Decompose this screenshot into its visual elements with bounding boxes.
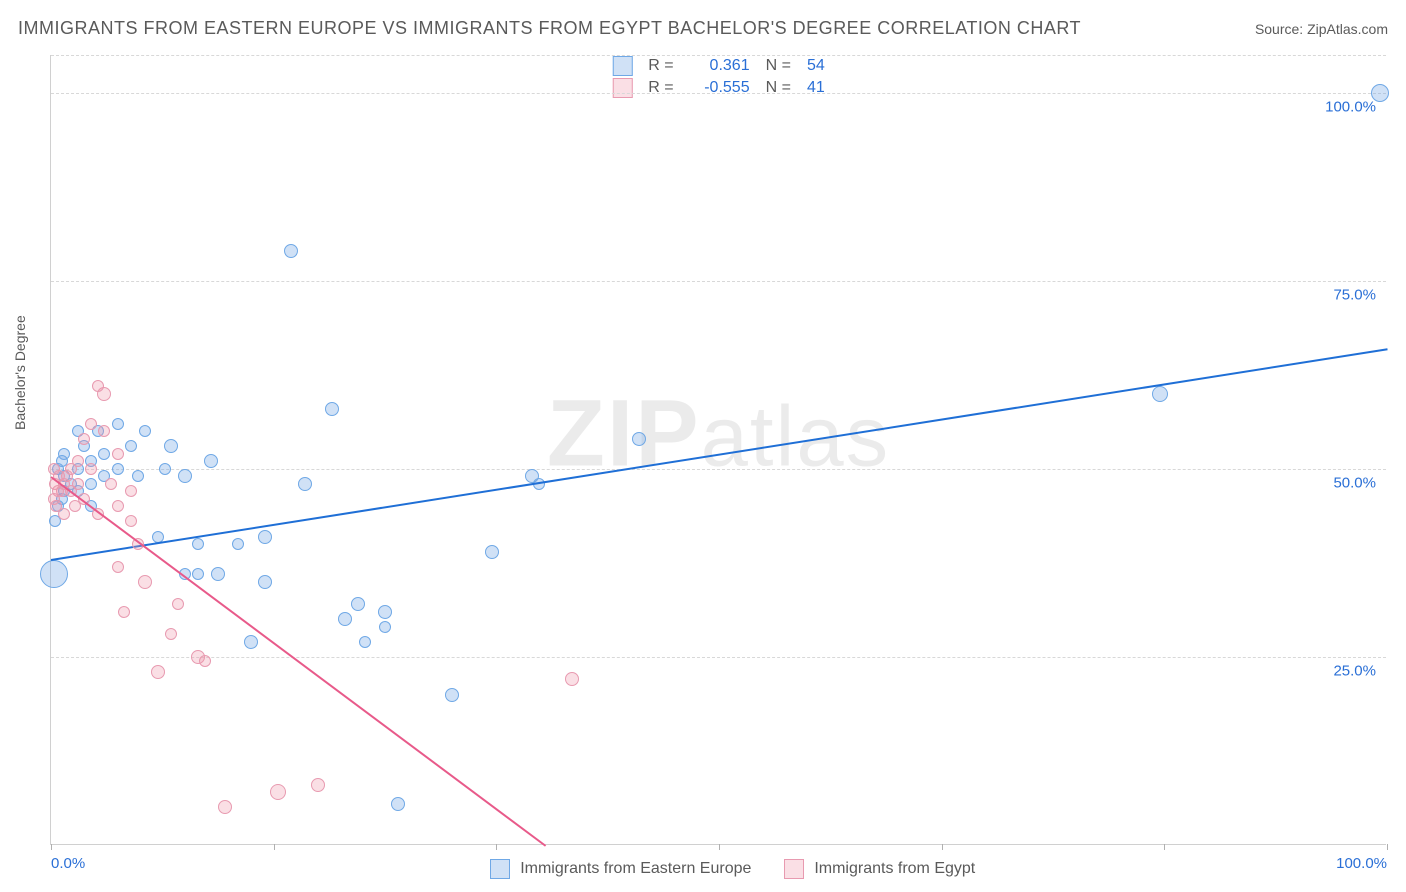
trend-line <box>51 348 1387 561</box>
data-point <box>112 448 124 460</box>
data-point <box>270 784 286 800</box>
data-point <box>164 439 178 453</box>
legend-row-series2: R = -0.555 N = 41 <box>604 77 832 99</box>
data-point <box>151 665 165 679</box>
legend-series: Immigrants from Eastern Europe Immigrant… <box>51 859 1386 879</box>
legend-r-value-2: -0.555 <box>682 77 758 99</box>
data-point <box>351 597 365 611</box>
data-point <box>1371 84 1389 102</box>
y-tick-label: 25.0% <box>1333 662 1376 679</box>
x-tick <box>51 844 52 850</box>
data-point <box>159 463 171 475</box>
gridline <box>51 93 1386 94</box>
data-point <box>112 561 124 573</box>
data-point <box>98 448 110 460</box>
data-point <box>138 575 152 589</box>
swatch-series2 <box>612 78 632 98</box>
data-point <box>85 418 97 430</box>
data-point <box>192 568 204 580</box>
x-tick <box>1164 844 1165 850</box>
plot-area: ZIPatlas R = 0.361 N = 54 R = -0.555 N =… <box>50 55 1386 845</box>
data-point <box>172 598 184 610</box>
legend-n-value-2: 41 <box>799 77 833 99</box>
x-tick <box>719 844 720 850</box>
data-point <box>565 672 579 686</box>
x-tick <box>496 844 497 850</box>
data-point <box>338 612 352 626</box>
x-tick <box>274 844 275 850</box>
legend-n-label: N = <box>758 55 799 77</box>
source-label: Source: ZipAtlas.com <box>1255 21 1388 37</box>
y-tick-label: 100.0% <box>1325 98 1376 115</box>
data-point <box>69 500 81 512</box>
data-point <box>132 470 144 482</box>
data-point <box>379 621 391 633</box>
data-point <box>48 493 60 505</box>
data-point <box>199 655 211 667</box>
legend-n-label: N = <box>758 77 799 99</box>
x-tick <box>942 844 943 850</box>
data-point <box>485 545 499 559</box>
gridline <box>51 281 1386 282</box>
data-point <box>139 425 151 437</box>
y-tick-label: 75.0% <box>1333 286 1376 303</box>
legend-r-label: R = <box>640 55 681 77</box>
legend-series2-label: Immigrants from Egypt <box>814 860 975 877</box>
x-tick-label: 0.0% <box>51 855 85 872</box>
x-tick <box>1387 844 1388 850</box>
data-point <box>105 478 117 490</box>
legend-r-value-1: 0.361 <box>682 55 758 77</box>
data-point <box>178 469 192 483</box>
legend-row-series1: R = 0.361 N = 54 <box>604 55 832 77</box>
data-point <box>232 538 244 550</box>
data-point <box>445 688 459 702</box>
title-bar: IMMIGRANTS FROM EASTERN EUROPE VS IMMIGR… <box>18 18 1388 39</box>
data-point <box>204 454 218 468</box>
data-point <box>40 560 68 588</box>
data-point <box>92 380 104 392</box>
data-point <box>125 515 137 527</box>
swatch-series1-bottom <box>490 859 510 879</box>
x-tick-label: 100.0% <box>1336 855 1387 872</box>
gridline <box>51 657 1386 658</box>
y-tick-label: 50.0% <box>1333 474 1376 491</box>
data-point <box>98 425 110 437</box>
data-point <box>112 500 124 512</box>
data-point <box>125 485 137 497</box>
data-point <box>192 538 204 550</box>
legend-n-value-1: 54 <box>799 55 833 77</box>
data-point <box>359 636 371 648</box>
data-point <box>311 778 325 792</box>
data-point <box>85 478 97 490</box>
data-point <box>284 244 298 258</box>
data-point <box>78 433 90 445</box>
data-point <box>112 418 124 430</box>
data-point <box>1152 386 1168 402</box>
data-point <box>378 605 392 619</box>
chart-title: IMMIGRANTS FROM EASTERN EUROPE VS IMMIGR… <box>18 18 1081 39</box>
data-point <box>85 463 97 475</box>
data-point <box>48 463 60 475</box>
data-point <box>112 463 124 475</box>
data-point <box>165 628 177 640</box>
data-point <box>125 440 137 452</box>
legend-r-label: R = <box>640 77 681 99</box>
y-axis-title: Bachelor's Degree <box>12 315 28 430</box>
data-point <box>258 530 272 544</box>
swatch-series1 <box>612 56 632 76</box>
gridline <box>51 469 1386 470</box>
swatch-series2-bottom <box>784 859 804 879</box>
gridline <box>51 55 1386 56</box>
data-point <box>118 606 130 618</box>
data-point <box>244 635 258 649</box>
data-point <box>298 477 312 491</box>
trend-line <box>50 477 546 847</box>
data-point <box>325 402 339 416</box>
data-point <box>218 800 232 814</box>
data-point <box>632 432 646 446</box>
data-point <box>211 567 225 581</box>
data-point <box>391 797 405 811</box>
data-point <box>258 575 272 589</box>
legend-series1-label: Immigrants from Eastern Europe <box>520 860 751 877</box>
